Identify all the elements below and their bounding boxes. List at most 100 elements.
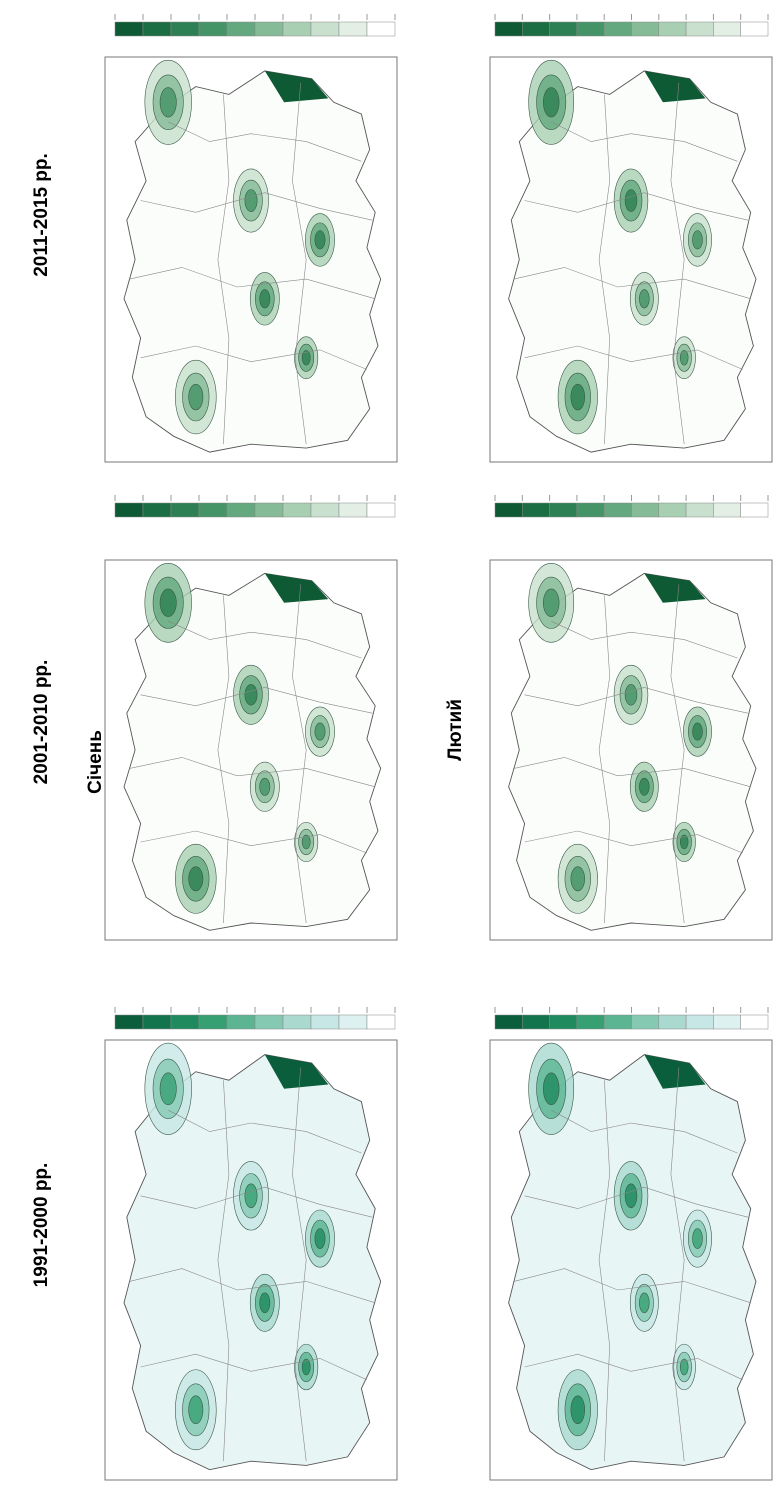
contour [260,1293,270,1313]
colorbar-segment [686,1015,713,1029]
contour [693,723,703,740]
map-panel [490,495,772,940]
period-label: 2001-2010 рр. [31,660,52,785]
contour [315,723,325,740]
contour [571,1396,585,1424]
month-label: Лютий [445,699,466,761]
map-panels [105,14,772,1480]
colorbar-segment [686,22,713,36]
colorbar-segment [115,1015,143,1029]
colorbar-segment [367,22,395,36]
contour [625,1184,637,1208]
period-label: 1991-2000 рр. [31,1163,52,1288]
colorbar-segment [522,22,549,36]
contour [693,1229,703,1249]
colorbar-segment [604,503,631,517]
contour [189,867,203,891]
colorbar-segment [522,1015,549,1029]
colorbar-segment [550,503,577,517]
colorbar-segment [171,1015,199,1029]
colorbar-segment [227,22,255,36]
colorbar-segment [339,503,367,517]
colorbar-segment [741,503,768,517]
colorbar-segment [495,1015,522,1029]
colorbar-segment [255,1015,283,1029]
colorbar-segment [283,1015,311,1029]
colorbar-segment [604,22,631,36]
contour [315,1229,325,1249]
colorbar-segment [686,503,713,517]
contour [160,88,176,117]
map-panel [105,1007,397,1480]
month-label: Січень [85,730,106,794]
contour [160,1073,176,1105]
contour [543,88,559,117]
contour [571,867,585,891]
contour [543,589,559,617]
colorbar-segment [171,503,199,517]
colorbar-segment [659,1015,686,1029]
colorbar-segment [255,22,283,36]
colorbar-segment [659,503,686,517]
colorbar-segment [283,22,311,36]
colorbar-segment [495,503,522,517]
colorbar-segment [632,503,659,517]
contour [260,290,270,308]
colorbar-segment [367,503,395,517]
contour [160,589,176,617]
colorbar-segment [339,22,367,36]
colorbar-segment [199,1015,227,1029]
colorbar-segment [255,503,283,517]
colorbar-segment [115,22,143,36]
contour [189,1396,203,1424]
contour [639,290,649,308]
contour [245,1184,257,1208]
contour [245,684,257,705]
colorbar-segment [199,22,227,36]
colorbar-segment [713,1015,740,1029]
map-panel [490,1007,772,1480]
page: 1991-2000 рр. 2001-2010 рр. 2011-2015 рр… [0,0,773,1485]
colorbar-segment [713,503,740,517]
contour [639,778,649,795]
colorbar-segment [199,503,227,517]
map-panel [105,495,397,940]
contour [693,231,703,249]
colorbar-segment [741,1015,768,1029]
colorbar-segment [283,503,311,517]
colorbar-segment [577,503,604,517]
colorbar-segment [367,1015,395,1029]
map-panel [105,14,397,462]
colorbar-segment [604,1015,631,1029]
contour [625,189,637,211]
map-panel [490,14,772,462]
colorbar-segment [522,503,549,517]
colorbar-segment [171,22,199,36]
contour [543,1073,559,1105]
colorbar-segment [577,22,604,36]
contour [315,231,325,249]
colorbar-segment [311,503,339,517]
contour [245,189,257,211]
colorbar-segment [577,1015,604,1029]
contour [639,1293,649,1313]
colorbar-segment [143,503,171,517]
colorbar-segment [741,22,768,36]
contour [189,384,203,410]
colorbar-segment [550,1015,577,1029]
contour [571,384,585,410]
colorbar-segment [632,1015,659,1029]
colorbar-segment [632,22,659,36]
colorbar-segment [227,503,255,517]
colorbar-segment [227,1015,255,1029]
colorbar-segment [659,22,686,36]
contour [625,684,637,705]
period-label: 2011-2015 рр. [31,153,52,277]
colorbar-segment [143,1015,171,1029]
colorbar-segment [713,22,740,36]
figure: 1991-2000 рр. 2001-2010 рр. 2011-2015 рр… [0,0,773,1485]
colorbar-segment [495,22,522,36]
colorbar-segment [311,1015,339,1029]
contour [260,778,270,795]
colorbar-segment [550,22,577,36]
